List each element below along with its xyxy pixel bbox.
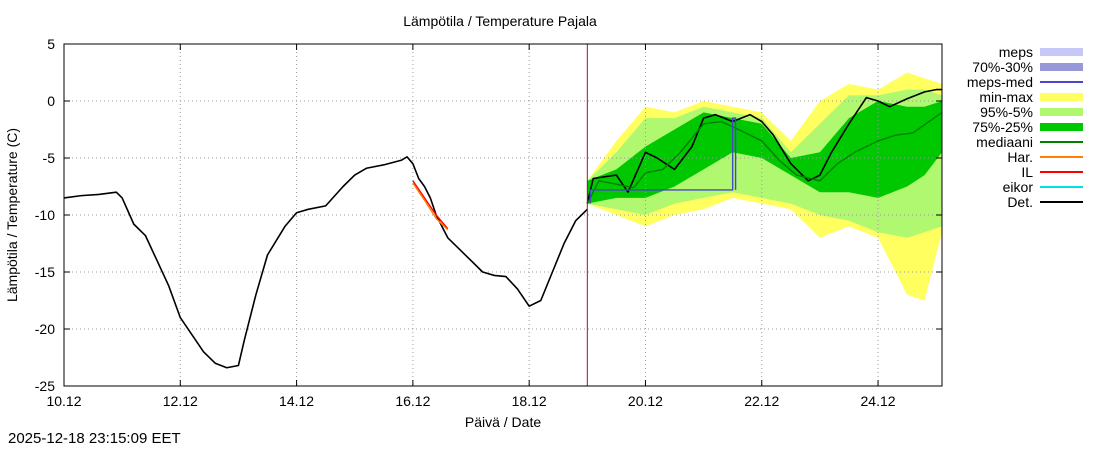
grid-lines <box>64 44 942 386</box>
y-tick-label: -25 <box>35 378 55 394</box>
series-har <box>412 182 449 231</box>
y-tick-label: -20 <box>35 321 55 337</box>
series-mediaani <box>586 111 943 204</box>
legend-label-70-30: 70%-30% <box>972 59 1033 75</box>
x-tick-label: 18.12 <box>512 393 547 409</box>
x-tick-label: 22.12 <box>744 393 779 409</box>
axis-ticks: 10.12 12.12 14.12 16.12 18.12 20.12 22.12 24.12… <box>35 36 942 409</box>
timestamp: 2025-12-18 23:15:09 EET <box>8 430 181 447</box>
legend-label-il: IL <box>1021 164 1033 180</box>
legend-label-har: Har. <box>1007 149 1033 165</box>
legend-label-min-max: min-max <box>979 89 1033 105</box>
x-tick-label: 10.12 <box>46 393 81 409</box>
y-axis-label: Lämpötila / Temperature (C) <box>4 128 20 302</box>
legend-label-75-25: 75%-25% <box>972 119 1033 135</box>
x-tick-label: 20.12 <box>628 393 663 409</box>
series-det-forecast <box>586 88 942 204</box>
legend-swatch-70-30 <box>1040 63 1083 71</box>
legend-swatch-75-25 <box>1040 123 1083 131</box>
x-tick-label: 16.12 <box>395 393 430 409</box>
x-tick-label: 24.12 <box>861 393 896 409</box>
series-il <box>412 180 449 230</box>
x-tick-label: 14.12 <box>279 393 314 409</box>
forecast-bands <box>587 72 942 301</box>
series-det <box>63 156 588 369</box>
legend-label-det: Det. <box>1007 194 1033 210</box>
legend-swatch-meps <box>1040 48 1083 56</box>
legend-label-meps: meps <box>999 44 1033 60</box>
x-axis-label: Päivä / Date <box>465 414 541 430</box>
legend-label-eikor: eikor <box>1003 179 1034 195</box>
legend-swatch-min-max <box>1040 93 1083 101</box>
y-tick-label: 0 <box>47 93 55 109</box>
x-tick-label: 12.12 <box>163 393 198 409</box>
series-lines <box>63 88 943 369</box>
legend-label-mediaani: mediaani <box>976 134 1033 150</box>
legend-label-meps-med: meps-med <box>967 74 1033 90</box>
y-tick-label: -15 <box>35 264 55 280</box>
y-tick-label: -5 <box>43 150 56 166</box>
band-75-25- <box>587 101 942 204</box>
series-meps-med <box>589 117 737 204</box>
legend-swatch-95-5 <box>1040 108 1083 116</box>
legend: meps70%-30%meps-medmin-max95%-5%75%-25%m… <box>967 44 1083 210</box>
y-tick-label: 5 <box>47 36 55 52</box>
chart-title: Lämpötila / Temperature Pajala <box>403 13 597 29</box>
legend-label-95-5: 95%-5% <box>980 104 1033 120</box>
y-tick-label: -10 <box>35 207 55 223</box>
